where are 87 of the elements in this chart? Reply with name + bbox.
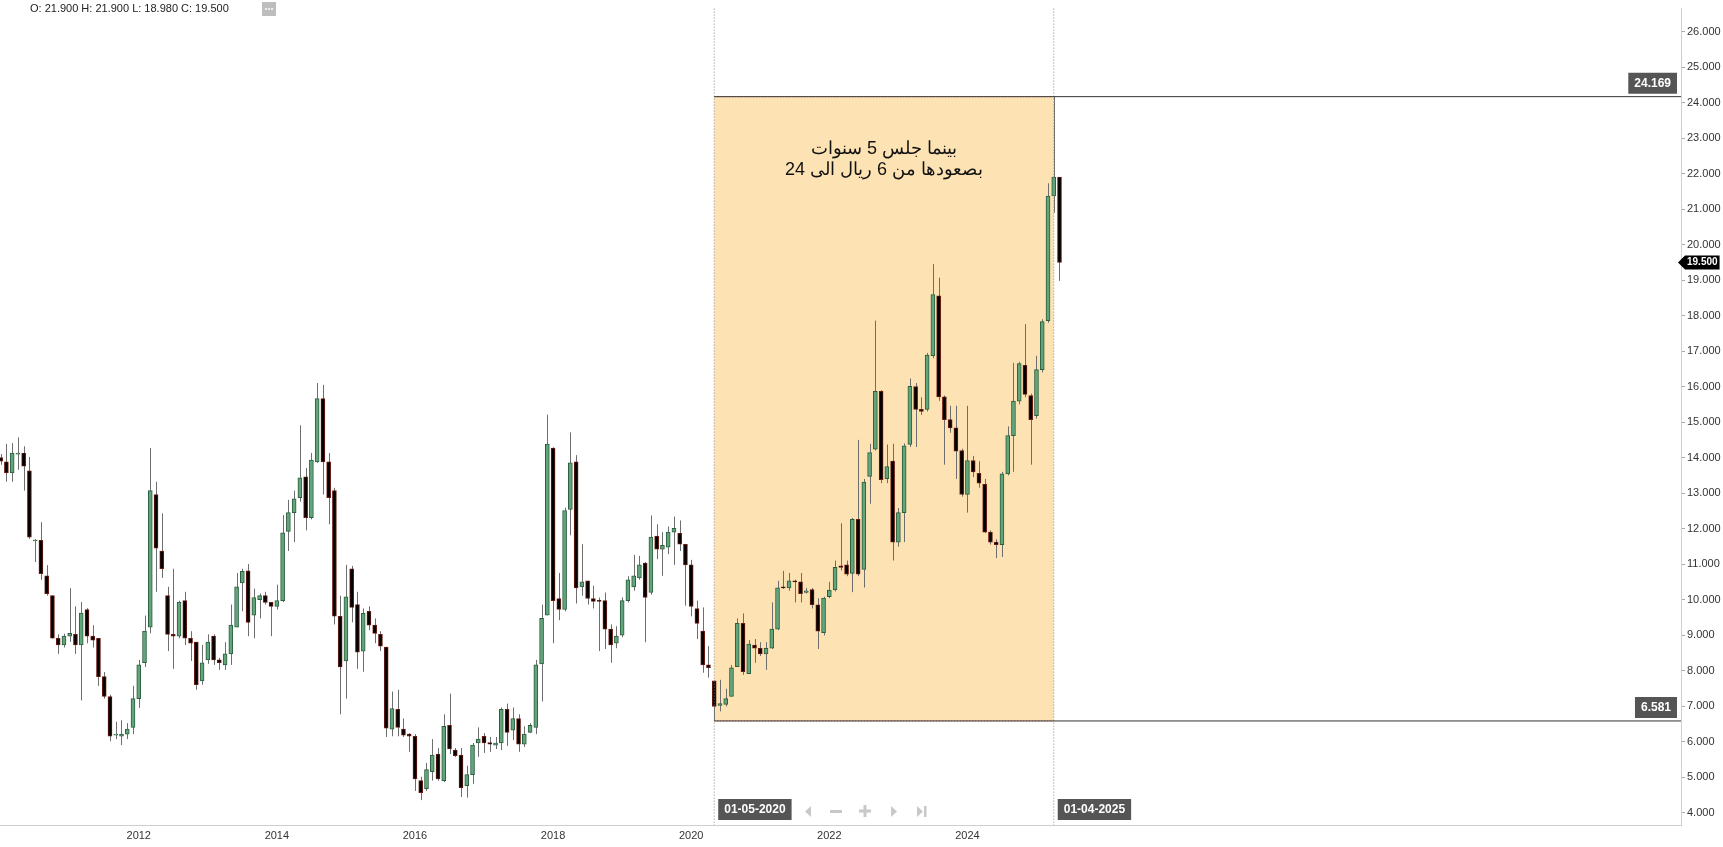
text: 19.500 <box>1687 256 1719 268</box>
candlestick <box>21 445 26 492</box>
candlestick <box>372 617 378 644</box>
candlestick <box>286 499 291 552</box>
y-tick-label: 12.000 <box>1687 521 1721 534</box>
candlestick <box>798 572 803 603</box>
candlestick <box>4 443 9 483</box>
candlestick <box>240 568 245 612</box>
y-tick-label: 4.000 <box>1687 805 1715 818</box>
candlestick <box>464 765 470 799</box>
candlestick <box>677 519 683 552</box>
y-tick-label: 22.000 <box>1687 166 1721 179</box>
candlestick <box>401 718 406 738</box>
candlestick <box>942 395 947 466</box>
y-tick-label: 9.000 <box>1687 628 1715 641</box>
candlestick <box>660 531 665 577</box>
y-tick-label: 10.000 <box>1687 592 1721 605</box>
ref-line-label: 6.581 <box>1640 700 1672 715</box>
candlestick <box>406 732 412 753</box>
candlestick <box>55 633 61 655</box>
candlestick <box>970 455 976 478</box>
candlestick <box>510 707 516 741</box>
candlestick <box>205 633 211 665</box>
candlestick <box>395 689 401 737</box>
y-tick-label: 7.000 <box>1687 699 1715 712</box>
y-tick-label: 14.000 <box>1687 450 1721 463</box>
y-tick-label: 6.000 <box>1687 734 1715 747</box>
candlestick <box>1028 393 1034 466</box>
candlestick <box>73 605 78 655</box>
candlestick <box>257 593 262 619</box>
candlestick <box>654 523 659 560</box>
y-tick-label: 25.000 <box>1687 60 1721 73</box>
y-tick-label: 21.000 <box>1687 202 1721 215</box>
annotation: O: 21.900 H: 21.900 L: 18.980 C: 19.500 <box>30 2 229 15</box>
candlestick <box>614 625 619 649</box>
y-tick-label: 11.000 <box>1687 557 1720 570</box>
x-tick-label: 2020 <box>678 828 704 841</box>
y-tick-label: 23.000 <box>1687 131 1721 144</box>
candlestick <box>32 538 38 563</box>
candlestick <box>44 564 50 597</box>
ref-line-label: 01-05-2020 <box>724 802 786 817</box>
y-tick-label: 17.000 <box>1687 344 1721 357</box>
y-tick-label: 16.000 <box>1687 379 1721 392</box>
x-tick-label: 2018 <box>540 828 566 841</box>
x-tick-label: 2022 <box>817 828 842 841</box>
y-tick-label: 13.000 <box>1687 486 1721 499</box>
candlestick <box>993 538 999 559</box>
candlestick <box>418 776 424 801</box>
candlestick <box>913 382 918 448</box>
y-tick-label: 8.000 <box>1687 663 1715 676</box>
x-tick-label: 2016 <box>402 828 428 841</box>
y-tick-label: 20.000 <box>1687 237 1721 250</box>
candlestick <box>188 630 193 662</box>
y-tick-label: 26.000 <box>1687 24 1721 37</box>
candlestick <box>15 436 21 471</box>
y-tick-label: 24.000 <box>1687 95 1721 108</box>
candlestick <box>1051 96 1057 214</box>
candlestick <box>119 719 124 746</box>
candlestick <box>752 638 757 664</box>
candlestick <box>429 738 435 782</box>
candlestick <box>780 570 786 590</box>
y-tick-label: 19.000 <box>1687 273 1721 286</box>
candlestick <box>717 679 723 712</box>
candlestick <box>838 522 844 571</box>
candlestick <box>637 555 642 581</box>
ref-line-label: 24.169 <box>1634 75 1672 90</box>
candlestick <box>159 512 165 579</box>
x-tick-label: 2014 <box>264 828 290 841</box>
candlestick <box>521 725 527 748</box>
candlestick <box>424 762 429 792</box>
candlestick <box>665 525 671 555</box>
candlestick <box>631 554 636 592</box>
candlestick <box>447 693 452 755</box>
x-tick-label: 2012 <box>126 828 151 841</box>
candlestick <box>769 601 775 650</box>
candlestick <box>378 630 383 652</box>
annotation: بينما جلس 5 سنوات بصعودها من 6 ريال الى 24 <box>784 137 984 180</box>
candlestick <box>211 633 216 666</box>
x-tick-label: 2024 <box>955 828 980 841</box>
y-tick-label: 15.000 <box>1687 415 1721 428</box>
y-tick-label: 5.000 <box>1687 770 1715 783</box>
candlestick <box>101 671 107 700</box>
candlestick <box>591 585 596 609</box>
y-tick-label: 18.000 <box>1687 308 1721 321</box>
candlestick <box>608 623 613 664</box>
candlestick <box>683 543 688 607</box>
ref-line-label: 01-04-2025 <box>1063 802 1126 817</box>
